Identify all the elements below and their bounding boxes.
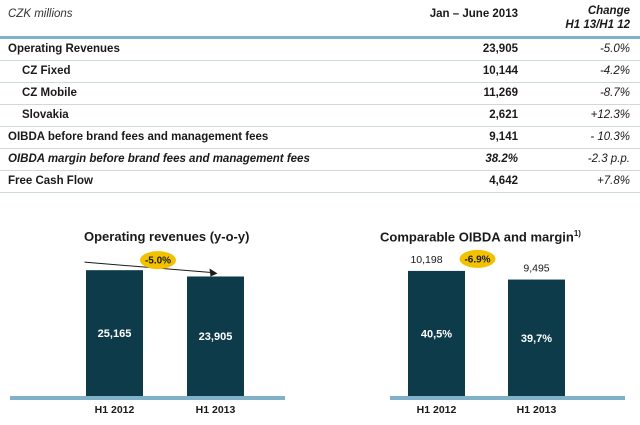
x-tick-label: H1 2013 (517, 404, 557, 416)
bar-top-label: 10,198 (410, 254, 442, 266)
row-change: +7.8% (597, 175, 630, 187)
chart-title-revenues: Operating revenues (y-o-y) (84, 229, 250, 244)
change-header: Change H1 13/H1 12 (565, 4, 630, 32)
table-row: Operating Revenues 23,905 -5.0% (0, 38, 640, 61)
row-label: Operating Revenues (8, 43, 120, 55)
row-value: 11,269 (483, 87, 518, 99)
table-row: OIBDA before brand fees and management f… (0, 126, 640, 149)
table-header: CZK millions Jan – June 2013 Change H1 1… (0, 0, 640, 39)
x-tick-label: H1 2013 (196, 404, 236, 416)
row-label: OIBDA before brand fees and management f… (8, 131, 269, 143)
row-change: -2.3 p.p. (587, 153, 630, 165)
x-tick-label: H1 2012 (417, 404, 457, 416)
row-value: 9,141 (489, 131, 518, 143)
bar (408, 270, 465, 396)
table-row: CZ Mobile 11,269 -8.7% (0, 82, 640, 105)
change-header-line2: H1 13/H1 12 (565, 19, 630, 31)
table-row: CZ Fixed 10,144 -4.2% (0, 60, 640, 83)
row-value: 2,621 (489, 109, 518, 121)
change-badge (459, 249, 496, 268)
row-label: Free Cash Flow (8, 175, 93, 187)
row-value: 23,905 (482, 43, 518, 55)
chart-title-oibda-text: Comparable OIBDA and margin (380, 229, 574, 245)
oibda-bar-chart: 40,5% H1 2012 10,198 39,7% H1 2013 9,495 -6.9% (390, 249, 625, 416)
bar-top-label: 9,495 (523, 263, 549, 275)
row-change: -4.2% (599, 65, 630, 77)
change-header-line1: Change (587, 5, 630, 17)
row-value: 4,642 (489, 175, 518, 187)
chart-title-footnote: 1) (573, 229, 581, 238)
revenues-bar-chart: 25,165 H1 2012 23,905 H1 2013 -5.0% (10, 251, 285, 416)
period-header: Jan – June 2013 (429, 8, 518, 20)
change-badge (140, 251, 176, 270)
table-row: Free Cash Flow 4,642 +7.8% (0, 170, 640, 193)
trend-arrow-head (209, 268, 218, 277)
change-badge-label: -5.0% (145, 256, 171, 267)
bar-value-label: 23,905 (199, 331, 233, 343)
row-label: CZ Mobile (22, 87, 77, 99)
bar-value-label: 39,7% (521, 333, 552, 345)
baseline (390, 396, 625, 400)
row-label: OIBDA margin before brand fees and manag… (8, 153, 310, 165)
row-value: 10,144 (482, 65, 518, 77)
row-change: -5.0% (599, 43, 630, 55)
row-change: -8.7% (599, 87, 630, 99)
row-label: Slovakia (22, 109, 69, 121)
x-tick-label: H1 2012 (95, 404, 135, 416)
row-change: - 10.3% (590, 131, 630, 143)
table-row: Slovakia 2,621 +12.3% (0, 104, 640, 127)
chart-title-oibda: Comparable OIBDA and margin1) (380, 229, 581, 244)
table-row: OIBDA margin before brand fees and manag… (0, 148, 640, 171)
row-label: CZ Fixed (22, 65, 71, 77)
bar-value-label: 40,5% (421, 328, 452, 340)
unit-label: CZK millions (8, 8, 73, 20)
row-change: +12.3% (590, 109, 630, 121)
bar (86, 270, 143, 396)
baseline (10, 396, 285, 400)
bar-value-label: 25,165 (98, 328, 132, 340)
bar (187, 276, 244, 396)
change-badge-label: -6.9% (464, 254, 490, 265)
bar (508, 279, 565, 396)
row-value: 38.2% (485, 153, 518, 165)
